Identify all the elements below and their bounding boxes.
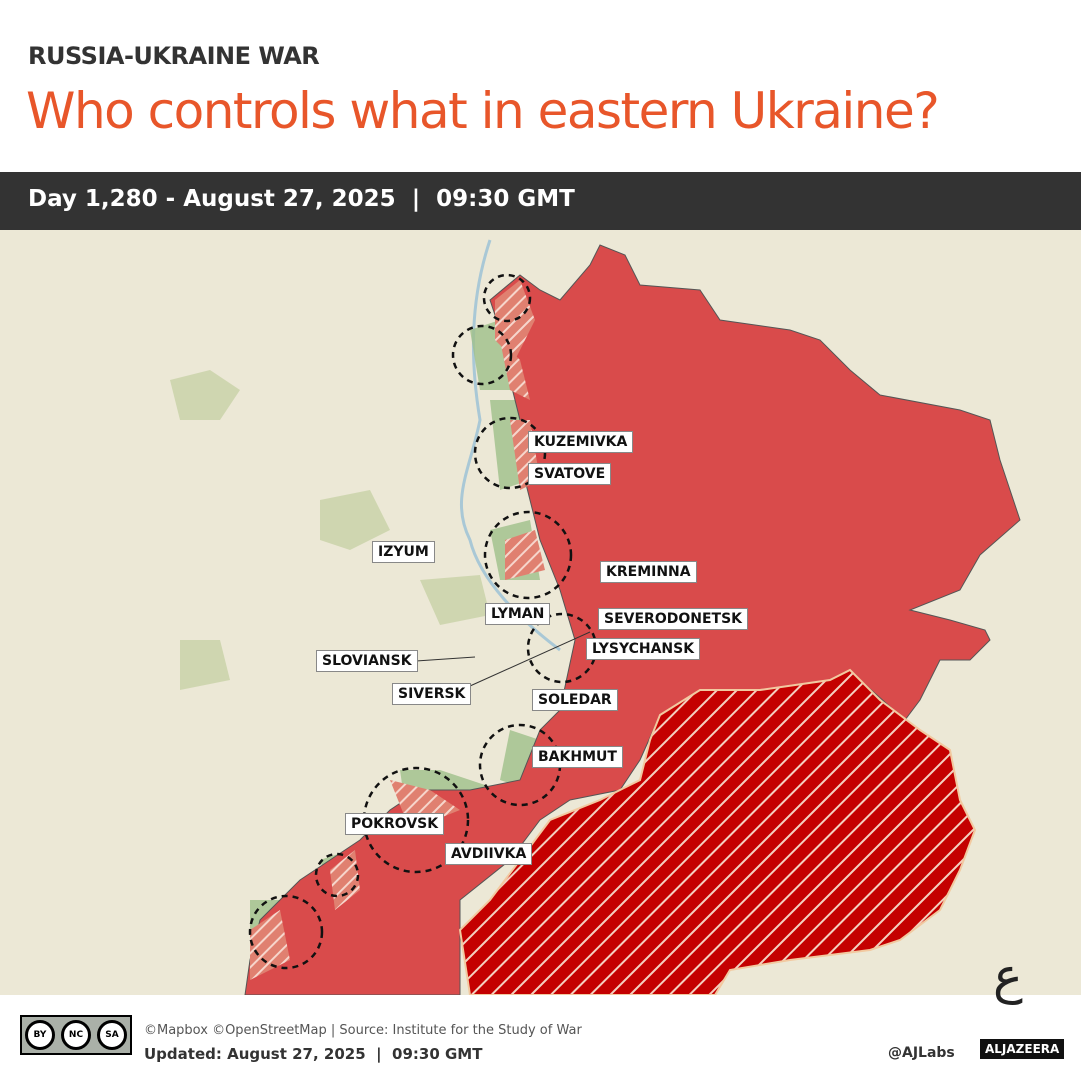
occupied-before-2022-area bbox=[458, 668, 977, 995]
city-label-sloviansk: SLOVIANSK bbox=[316, 650, 418, 672]
city-label-kreminna: KREMINNA bbox=[600, 561, 697, 583]
contested-hatched-area bbox=[250, 280, 545, 980]
dateline: Day 1,280 - August 27, 2025 | 09:30 GMT bbox=[28, 186, 575, 212]
focus-circle bbox=[362, 766, 470, 874]
al-jazeera-calligraphy-logo-icon: ع bbox=[993, 947, 1023, 1005]
al-jazeera-brand: ALJAZEERA bbox=[980, 1039, 1065, 1059]
city-label-lysychansk: LYSYCHANSK bbox=[586, 638, 701, 660]
focus-circle bbox=[314, 852, 360, 898]
city-label-bakhmut: BAKHMUT bbox=[532, 746, 623, 768]
city-label-avdiivka: AVDIIVKA bbox=[445, 843, 533, 865]
kicker: RUSSIA-UKRAINE WAR bbox=[28, 42, 320, 70]
city-label-pokrovsk: POKROVSK bbox=[345, 813, 445, 835]
city-label-kuzemivka: KUZEMIVKA bbox=[528, 431, 634, 453]
map: KUZEMIVKA SVATOVE IZYUM KREMINNA LYMAN S… bbox=[0, 230, 1081, 995]
focus-circle bbox=[482, 273, 532, 323]
page-title: Who controls what in eastern Ukraine? bbox=[26, 82, 940, 140]
aj-labs-handle: @AJLabs bbox=[888, 1045, 955, 1061]
focus-circle bbox=[473, 416, 547, 490]
city-label-soledar: SOLEDAR bbox=[532, 689, 618, 711]
footer: BY NC SA ©Mapbox ©OpenStreetMap | Source… bbox=[0, 947, 1081, 1081]
cc-sa-icon: SA bbox=[97, 1020, 127, 1050]
city-label-izyum: IZYUM bbox=[372, 541, 435, 563]
dateline-bar: Day 1,280 - August 27, 2025 | 09:30 GMT bbox=[0, 172, 1081, 230]
source-credit: ©Mapbox ©OpenStreetMap | Source: Institu… bbox=[144, 1023, 582, 1038]
focus-circle bbox=[248, 894, 324, 970]
city-label-siversk: SIVERSK bbox=[392, 683, 472, 705]
city-label-severodonetsk: SEVERODONETSK bbox=[598, 608, 749, 630]
focus-circle bbox=[451, 324, 513, 386]
cc-nc-icon: NC bbox=[61, 1020, 91, 1050]
leader-lines bbox=[415, 631, 591, 687]
focus-circle bbox=[483, 510, 573, 600]
cc-by-icon: BY bbox=[25, 1020, 55, 1050]
city-label-lyman: LYMAN bbox=[485, 603, 551, 625]
river bbox=[459, 239, 561, 652]
city-label-svatove: SVATOVE bbox=[528, 463, 612, 485]
creative-commons-badge: BY NC SA bbox=[20, 1015, 132, 1055]
updated-timestamp: Updated: August 27, 2025 | 09:30 GMT bbox=[144, 1045, 483, 1063]
